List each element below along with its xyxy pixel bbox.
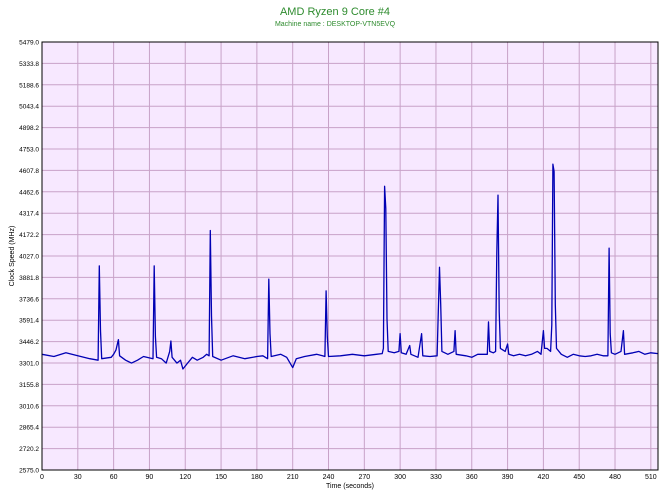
y-tick-label: 5333.8 [19,61,39,68]
y-tick-label: 4027.0 [19,254,39,261]
y-tick-label: 3881.8 [19,275,39,282]
y-tick-label: 3301.0 [19,361,39,368]
chart-subtitle: Machine name : DESKTOP-VTN5EVQ [274,21,396,28]
y-tick-label: 4317.4 [19,211,39,218]
x-tick-label: 420 [538,474,550,481]
y-tick-label: 3010.6 [19,403,39,410]
x-tick-label: 180 [251,474,263,481]
x-axis-label: Time (seconds) [326,483,374,490]
x-tick-label: 300 [394,474,406,481]
y-tick-label: 5043.4 [19,104,39,111]
y-tick-label: 5479.0 [19,40,39,47]
x-tick-label: 210 [287,474,299,481]
y-tick-label: 2575.0 [19,468,39,475]
y-tick-label: 2720.2 [19,446,39,453]
x-tick-label: 240 [323,474,335,481]
x-tick-label: 150 [215,474,227,481]
plot-frame [41,41,659,471]
y-tick-label: 3446.2 [19,339,39,346]
y-tick-label: 4607.8 [19,168,39,175]
x-tick-label: 90 [146,474,154,481]
y-tick-label: 3736.6 [19,296,39,303]
x-tick-label: 480 [609,474,621,481]
y-tick-label: 4172.2 [19,232,39,239]
x-tick-label: 330 [430,474,442,481]
x-tick-label: 360 [466,474,478,481]
chart-title: AMD Ryzen 9 Core #4 [279,6,391,18]
clock-speed-line [41,163,659,370]
x-tick-label: 270 [358,474,370,481]
x-tick-label: 0 [40,474,44,481]
x-tick-label: 60 [110,474,118,481]
y-axis-label: Clock Speed (MHz) [9,226,16,287]
x-tick-label: 120 [179,474,191,481]
x-tick-label: 30 [74,474,82,481]
y-tick-label: 4898.2 [19,125,39,132]
y-tick-label: 3591.4 [19,318,39,325]
y-tick-label: 4462.6 [19,189,39,196]
y-tick-label: 4753.0 [19,147,39,154]
y-tick-label: 5188.6 [19,82,39,89]
x-tick-label: 510 [645,474,657,481]
x-tick-label: 450 [573,474,585,481]
y-tick-label: 3155.8 [19,382,39,389]
y-tick-label: 2865.4 [19,425,39,432]
x-tick-label: 390 [502,474,514,481]
